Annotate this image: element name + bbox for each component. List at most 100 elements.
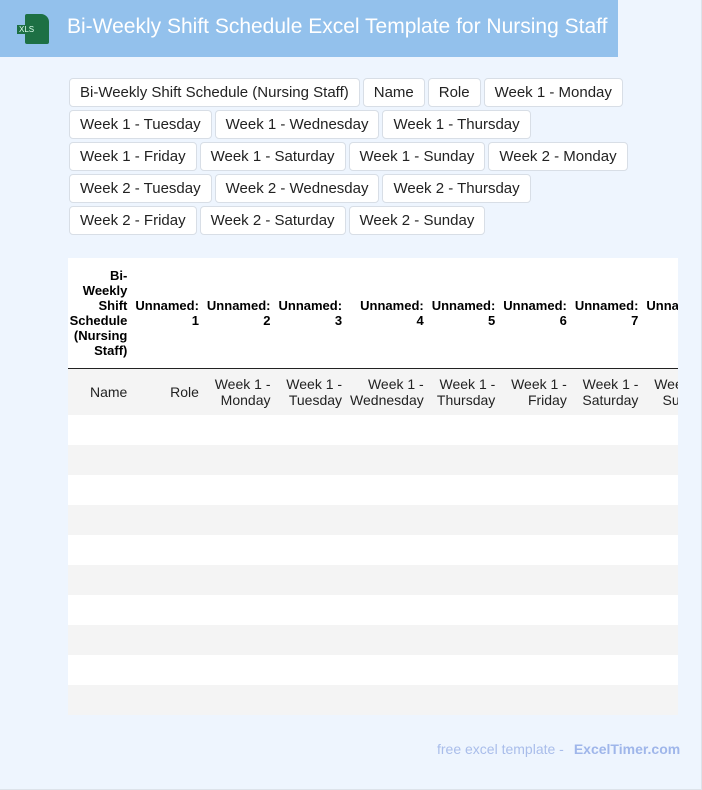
table-cell (131, 565, 203, 595)
table-cell (203, 655, 275, 685)
column-chip[interactable]: Week 1 - Wednesday (214, 110, 380, 139)
column-header: Unnamed: 7 (570, 258, 643, 369)
column-chip[interactable]: Week 1 - Monday (483, 78, 623, 107)
table-cell (570, 625, 643, 655)
page-title: Bi-Weekly Shift Schedule Excel Template … (67, 15, 608, 38)
table-cell (68, 595, 131, 625)
column-header: Bi-Weekly Shift Schedule (Nursing Staff) (68, 258, 132, 369)
table-cell (131, 505, 203, 535)
column-chip[interactable]: Week 2 - Monday (488, 142, 628, 171)
column-chip[interactable]: Week 1 - Tuesday (69, 110, 212, 139)
data-table: Bi-Weekly Shift Schedule (Nursing Staff)… (68, 258, 678, 715)
table-cell (642, 655, 678, 685)
column-chip[interactable]: Bi-Weekly Shift Schedule (Nursing Staff) (69, 78, 360, 107)
table-cell (203, 415, 275, 445)
table-cell (642, 625, 678, 655)
table-row: 10 (68, 685, 678, 715)
column-chip[interactable]: Role (427, 78, 481, 107)
table-cell (68, 565, 132, 595)
table-cell (570, 505, 643, 535)
table-cell (131, 415, 203, 445)
table-cell: Week 1 - Saturday (570, 368, 643, 415)
column-header: Unnamed: 5 (427, 258, 500, 369)
table-cell (428, 415, 500, 445)
table-cell (571, 475, 643, 505)
table-cell (202, 565, 275, 595)
table-cell (571, 655, 643, 685)
table-cell (274, 415, 346, 445)
table-cell (428, 475, 500, 505)
table-cell (642, 685, 678, 715)
column-chip[interactable]: Week 2 - Sunday (348, 206, 486, 235)
table-cell: Week 1 - Friday (499, 368, 571, 415)
table-cell (570, 565, 643, 595)
table-cell (427, 565, 500, 595)
table-row: 5 (68, 535, 678, 565)
table-row: 7 (68, 595, 678, 625)
table-cell (274, 685, 347, 715)
column-chip-list: Bi-Weekly Shift Schedule (Nursing Staff)… (69, 78, 659, 235)
column-chip[interactable]: Week 2 - Tuesday (69, 174, 212, 203)
footer-brand-link[interactable]: ExcelTimer.com (573, 741, 681, 757)
column-header: Unnamed: 2 (202, 258, 275, 369)
table-cell (274, 475, 346, 505)
table-cell: Week 1 - Monday (202, 368, 275, 415)
table-cell (499, 475, 571, 505)
table-cell (427, 505, 500, 535)
table-cell (274, 505, 347, 535)
table-cell (346, 475, 428, 505)
table-cell (499, 595, 571, 625)
column-chip[interactable]: Week 1 - Sunday (348, 142, 486, 171)
table-cell (68, 415, 131, 445)
table-cell (68, 505, 132, 535)
table-row: 3 (68, 475, 678, 505)
column-chip[interactable]: Week 2 - Friday (69, 206, 197, 235)
column-header: Unnamed: 4 (346, 258, 428, 369)
table-cell (274, 565, 347, 595)
table-cell (346, 415, 428, 445)
table-cell (571, 535, 643, 565)
table-cell: Week 1 - Sunday (642, 368, 678, 415)
table-cell (274, 655, 346, 685)
table-cell (202, 445, 275, 475)
data-table-container[interactable]: Bi-Weekly Shift Schedule (Nursing Staff)… (68, 258, 678, 715)
column-header: Unnamed: 3 (274, 258, 347, 369)
column-chip[interactable]: Week 2 - Saturday (199, 206, 346, 235)
table-cell (346, 595, 428, 625)
table-row: 9 (68, 655, 678, 685)
table-cell (499, 445, 571, 475)
table-cell (202, 505, 275, 535)
table-cell (642, 595, 678, 625)
xls-file-icon: XLS (17, 14, 49, 44)
table-cell (68, 625, 132, 655)
table-cell (499, 565, 571, 595)
table-cell (428, 535, 500, 565)
table-cell (68, 685, 132, 715)
column-chip[interactable]: Week 1 - Thursday (382, 110, 531, 139)
table-cell (427, 625, 500, 655)
table-cell (346, 625, 428, 655)
column-chip[interactable]: Week 1 - Saturday (199, 142, 346, 171)
table-cell: Week 1 - Thursday (427, 368, 500, 415)
column-chip[interactable]: Week 1 - Friday (69, 142, 197, 171)
table-cell (131, 535, 203, 565)
column-chip[interactable]: Name (362, 78, 425, 107)
table-cell (203, 475, 275, 505)
table-cell (499, 415, 571, 445)
table-cell (346, 655, 428, 685)
column-chip[interactable]: Week 2 - Wednesday (214, 174, 380, 203)
column-chip[interactable]: Week 2 - Thursday (382, 174, 531, 203)
table-cell (131, 685, 203, 715)
table-cell (499, 685, 571, 715)
column-header: Unnamed: 6 (499, 258, 571, 369)
table-cell (68, 475, 131, 505)
table-cell (642, 445, 678, 475)
table-cell (274, 535, 346, 565)
table-cell (499, 655, 571, 685)
table-cell (274, 445, 347, 475)
table-row: 8 (68, 625, 678, 655)
table-cell (346, 535, 428, 565)
header-banner: XLS Bi-Weekly Shift Schedule Excel Templ… (0, 0, 618, 57)
table-cell: Name (68, 368, 132, 415)
table-cell (642, 535, 678, 565)
